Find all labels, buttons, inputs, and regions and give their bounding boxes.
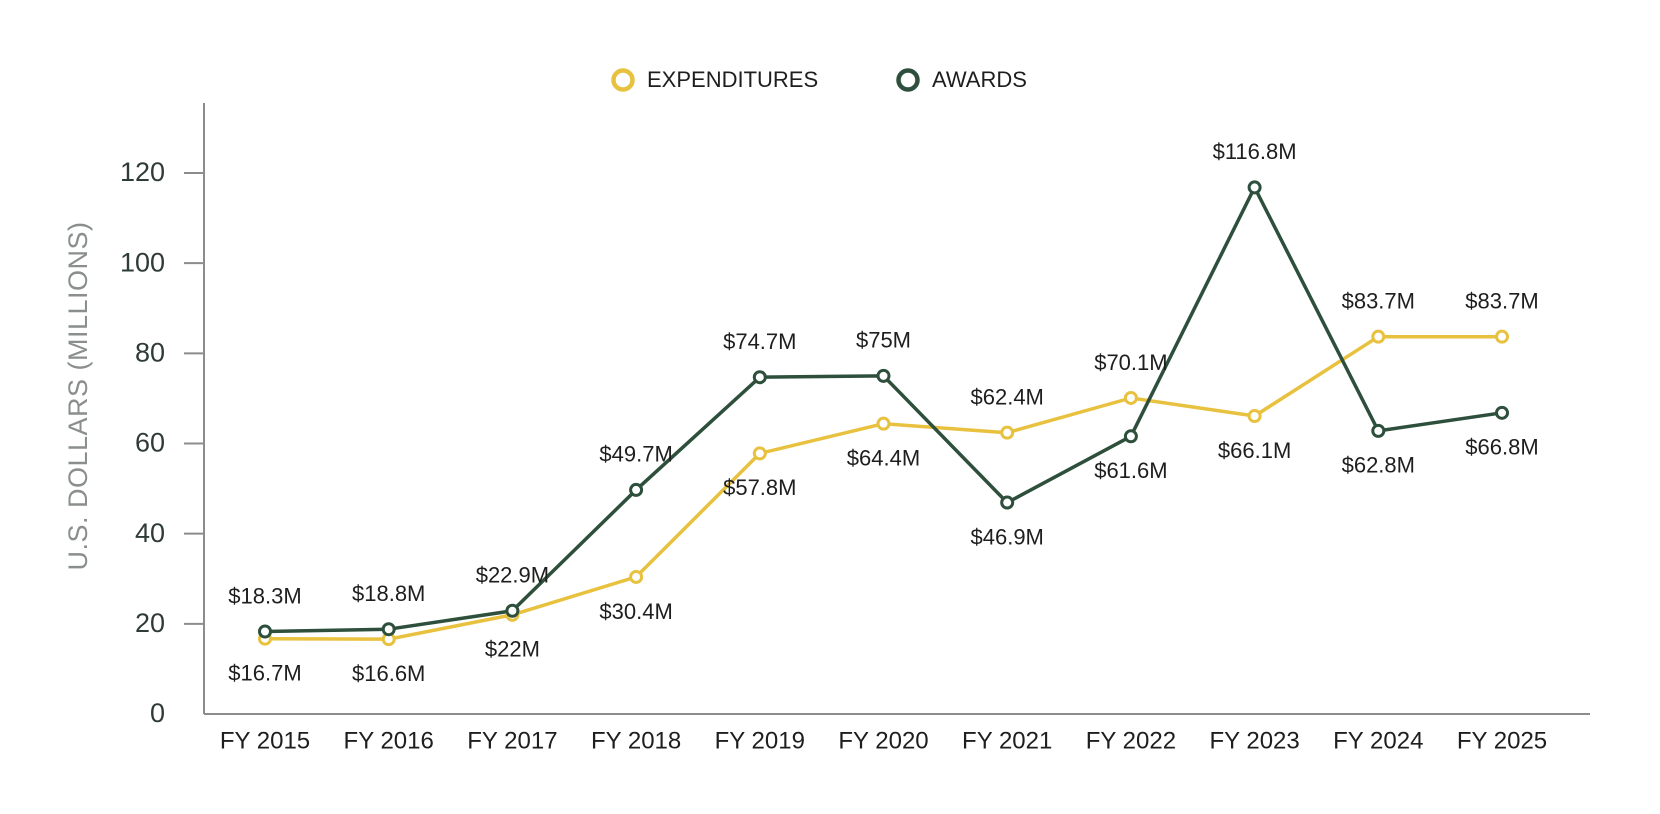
data-label: $66.8M: [1465, 435, 1538, 460]
data-label: $61.6M: [1094, 458, 1167, 483]
x-tick-label: FY 2016: [344, 727, 434, 754]
data-point: [1247, 408, 1262, 423]
data-label: $70.1M: [1094, 350, 1167, 375]
legend-marker: [611, 68, 635, 92]
data-label: $62.8M: [1342, 453, 1415, 478]
data-label: $62.4M: [971, 384, 1044, 409]
data-label: $16.6M: [352, 661, 425, 686]
data-label: $74.7M: [723, 329, 796, 354]
data-point: [1000, 495, 1015, 510]
x-tick-label: FY 2024: [1333, 727, 1423, 754]
y-axis-title: U.S. DOLLARS (MILLIONS): [63, 221, 93, 570]
data-point: [505, 603, 520, 618]
data-point: [876, 416, 891, 431]
y-tick-label: 60: [135, 428, 165, 458]
data-point: [1247, 180, 1262, 195]
data-label: $66.1M: [1218, 438, 1291, 463]
data-point: [752, 370, 767, 385]
data-point: [876, 368, 891, 383]
data-point: [629, 482, 644, 497]
x-tick-label: FY 2017: [467, 727, 557, 754]
x-tick-label: FY 2025: [1457, 727, 1547, 754]
data-label: $46.9M: [971, 524, 1044, 549]
x-tick-label: FY 2021: [962, 727, 1052, 754]
data-point: [1123, 390, 1138, 405]
data-point: [629, 569, 644, 584]
data-labels: $16.7M $16.6M $22M $30.4M $57.8M $64.4M $62.4M…: [228, 139, 1538, 686]
legend-marker: [896, 68, 920, 92]
data-label: $22.9M: [476, 563, 549, 588]
x-tick-label: FY 2018: [591, 727, 681, 754]
y-tick-label: 100: [120, 247, 165, 277]
legend: EXPENDITURES AWARDS: [611, 67, 1027, 92]
data-label: $18.8M: [352, 581, 425, 606]
data-point: [381, 622, 396, 637]
y-tick-label: 80: [135, 337, 165, 367]
data-label: $57.8M: [723, 475, 796, 500]
data-point: [1000, 425, 1015, 440]
data-label: $83.7M: [1342, 288, 1415, 313]
data-point: [1123, 429, 1138, 444]
y-tick-label: 0: [150, 698, 165, 728]
x-tick-label: FY 2022: [1086, 727, 1176, 754]
data-label: $18.3M: [228, 583, 301, 608]
data-point: [1371, 329, 1386, 344]
data-label: $16.7M: [228, 661, 301, 686]
data-label: $49.7M: [599, 442, 672, 467]
data-label: $64.4M: [847, 445, 920, 470]
x-tick-label: FY 2019: [715, 727, 805, 754]
legend-label: AWARDS: [932, 67, 1027, 92]
x-tick-label: FY 2020: [838, 727, 928, 754]
x-tick-label: FY 2015: [220, 727, 310, 754]
series-lines: [263, 185, 1504, 641]
data-label: $30.4M: [599, 599, 672, 624]
data-point: [752, 446, 767, 461]
data-label: $116.8M: [1213, 139, 1297, 164]
data-label: $22M: [485, 637, 540, 662]
y-tick-label: 40: [135, 518, 165, 548]
y-tick-label: 20: [135, 608, 165, 638]
legend-label: EXPENDITURES: [647, 67, 818, 92]
data-points: [258, 180, 1509, 647]
axes: 0 20 40 60 80 100 120 FY 2015 FY 2016 FY 2017 FY 2…: [120, 103, 1590, 754]
data-point: [1371, 423, 1386, 438]
y-tick-label: 120: [120, 157, 165, 187]
data-point: [1495, 405, 1509, 420]
x-tick-label: FY 2023: [1209, 727, 1299, 754]
data-point: [1495, 329, 1509, 344]
data-point: [258, 624, 272, 639]
series-line: [263, 185, 1504, 634]
data-label: $83.7M: [1465, 288, 1538, 313]
data-label: $75M: [856, 328, 911, 353]
